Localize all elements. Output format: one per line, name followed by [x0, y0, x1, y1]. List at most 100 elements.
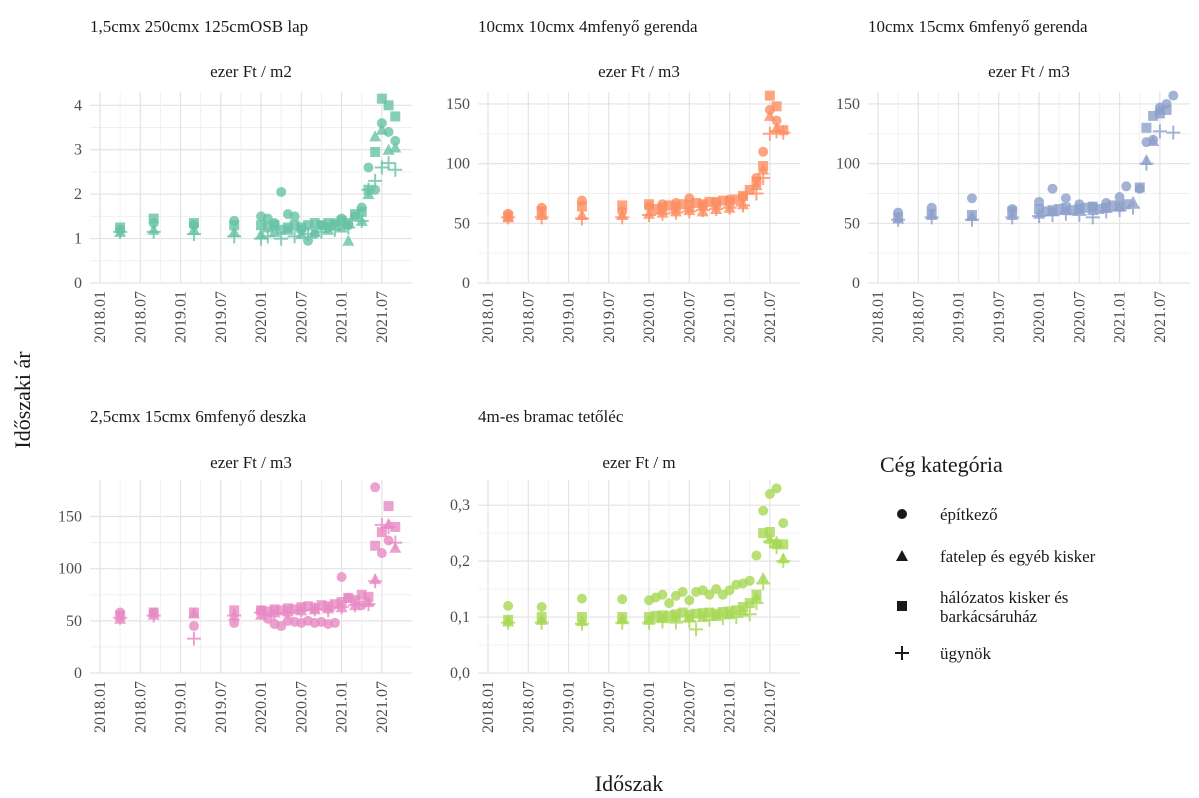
data-point [383, 100, 394, 111]
x-tick-label: 2018.01 [480, 681, 497, 733]
x-tick-label: 2020.07 [293, 291, 310, 343]
series-halozatos-kisker-es-barkacsaruhaz [503, 90, 789, 222]
data-point [1126, 200, 1141, 215]
data-point [381, 519, 396, 534]
data-point [655, 206, 670, 221]
data-point [664, 610, 675, 621]
y-tick-label: 2 [74, 186, 82, 203]
x-tick-label: 2018.01 [92, 291, 109, 343]
x-tick-label: 2018.01 [870, 291, 887, 343]
panel-2-5cmx-15cmx-6mfenyo-deszka: 2,5cmx 15cmx 6mfenyő deszka ezer Ft / m3 0… [58, 407, 412, 733]
data-point [342, 234, 355, 246]
data-point [1058, 206, 1073, 221]
data-point [354, 213, 369, 228]
data-point [361, 597, 376, 612]
data-point [711, 584, 722, 595]
data-point [287, 229, 302, 244]
series-ugynok [501, 534, 791, 637]
series-ugynok [113, 156, 403, 246]
data-point [1168, 90, 1179, 101]
data-point [704, 607, 715, 618]
data-point [964, 212, 979, 227]
data-point [276, 621, 287, 632]
data-point [229, 220, 240, 231]
data-point [146, 224, 161, 239]
panel-title: 10cmx 10cmx 4mfenyő gerenda [478, 17, 698, 36]
data-point [657, 589, 668, 600]
panel-unit-label: ezer Ft / m [602, 453, 675, 472]
data-point [294, 603, 309, 618]
data-point [677, 607, 688, 618]
data-point [771, 101, 782, 112]
triangle-legend-key [896, 550, 908, 561]
data-point [363, 591, 374, 602]
data-point [1147, 134, 1160, 146]
series-halozatos-kisker-es-barkacsaruhaz [503, 527, 789, 625]
plus-legend-key [895, 646, 909, 660]
data-point [756, 576, 771, 591]
data-point [702, 612, 717, 627]
data-point [1152, 124, 1167, 139]
legend-item-ugynok: ügynök [895, 644, 992, 663]
data-point [764, 527, 775, 538]
data-point [1072, 207, 1087, 222]
x-tick-label: 2020.01 [253, 291, 270, 343]
data-point [186, 631, 201, 646]
panel-grid [478, 92, 800, 284]
data-point [336, 572, 347, 583]
y-tick-label: 150 [58, 509, 82, 526]
data-point [709, 201, 724, 216]
data-point [274, 231, 289, 246]
data-point [356, 589, 367, 600]
x-tick-label: 2021.01 [334, 681, 351, 733]
x-tick-label: 2019.07 [601, 681, 618, 733]
data-point [501, 615, 516, 630]
y-tick-label: 100 [836, 156, 860, 173]
data-point [1148, 110, 1159, 121]
data-point [722, 200, 737, 215]
data-point [254, 605, 269, 620]
data-point [314, 224, 329, 239]
data-point [1067, 205, 1078, 216]
x-tick-label: 2020.07 [1071, 291, 1088, 343]
data-point [375, 123, 388, 135]
data-point [1134, 182, 1145, 193]
legend-item-halozatos-kisker-es-barkacsaruhaz: hálózatos kisker és barkácsáruház [897, 588, 1068, 626]
data-point [744, 184, 755, 195]
data-point [731, 194, 742, 205]
data-point [1139, 156, 1154, 171]
y-tick-label: 4 [74, 97, 82, 114]
data-point [276, 605, 287, 616]
series-ugynok [501, 124, 791, 226]
y-tick-label: 1 [74, 231, 82, 248]
data-point [778, 518, 789, 529]
data-point [348, 598, 363, 613]
data-point [503, 600, 514, 611]
data-point [776, 554, 791, 569]
data-point [188, 218, 199, 229]
data-point [664, 200, 675, 211]
data-point [254, 231, 269, 246]
data-point [769, 540, 784, 555]
data-point [576, 201, 587, 212]
y-tick-label: 0,3 [450, 497, 470, 514]
data-point [301, 227, 316, 242]
data-point [758, 146, 769, 157]
data-point [1166, 125, 1181, 140]
data-point [113, 224, 128, 239]
y-tick-label: 100 [58, 561, 82, 578]
data-point [704, 196, 715, 207]
data-point [227, 229, 242, 244]
data-point [642, 207, 657, 222]
x-tick-label: 2019.07 [601, 291, 618, 343]
series-epitkezo [893, 90, 1179, 218]
x-tick-label: 2021.07 [1152, 291, 1169, 343]
data-point [323, 218, 334, 229]
panel-title: 2,5cmx 15cmx 6mfenyő deszka [90, 407, 307, 426]
data-point [188, 607, 199, 618]
panel-unit-label: ezer Ft / m3 [598, 62, 680, 81]
y-tick-label: 0,0 [450, 665, 470, 682]
data-point [383, 501, 394, 512]
x-tick-label: 2019.07 [213, 681, 230, 733]
data-point [361, 182, 376, 197]
